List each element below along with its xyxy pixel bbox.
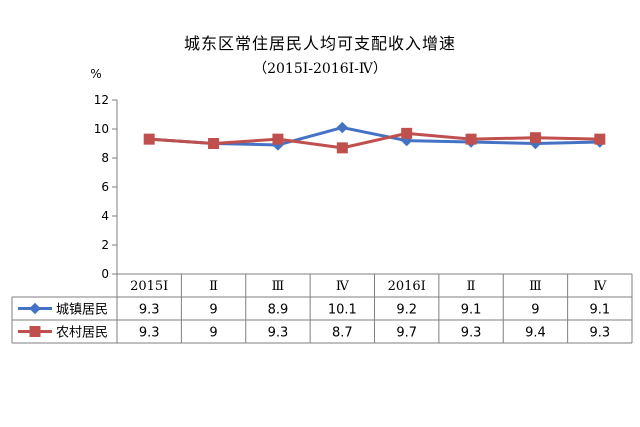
table-value: 9 xyxy=(209,326,217,341)
x-category-label: Ⅱ xyxy=(209,279,218,294)
table-value: 9.3 xyxy=(268,326,289,341)
table-value: 9.4 xyxy=(525,326,546,341)
data-point-2 xyxy=(594,133,606,145)
data-point-2 xyxy=(208,138,220,149)
data-point-2 xyxy=(465,133,477,145)
data-point-2 xyxy=(529,132,541,144)
table-value: 9 xyxy=(209,303,217,318)
table-value: 9.3 xyxy=(589,326,610,341)
y-tick-label: 8 xyxy=(101,151,109,165)
data-point-2 xyxy=(401,127,413,139)
legend-label-2: 农村居民 xyxy=(56,326,108,341)
x-category-label: Ⅳ xyxy=(336,279,350,294)
data-point-2 xyxy=(143,133,155,145)
y-tick-label: 12 xyxy=(94,93,109,107)
legend-marker-2 xyxy=(29,326,41,337)
x-category-label: 2016Ⅰ xyxy=(388,279,426,294)
x-category-label: Ⅳ xyxy=(593,279,607,294)
y-tick-label: 10 xyxy=(94,122,109,136)
x-category-label: 2015Ⅰ xyxy=(130,279,168,294)
x-category-label: Ⅱ xyxy=(467,279,476,294)
data-point-1 xyxy=(336,121,349,134)
x-category-label: Ⅲ xyxy=(272,279,285,294)
table-value: 9.2 xyxy=(396,303,417,318)
x-category-label: Ⅲ xyxy=(529,279,542,294)
y-tick-label: 4 xyxy=(101,209,109,223)
y-tick-label: 2 xyxy=(101,238,109,252)
table-value: 8.9 xyxy=(268,303,289,318)
table-value: 8.7 xyxy=(332,326,353,341)
table-value: 9.3 xyxy=(139,326,160,341)
y-tick-label: 0 xyxy=(101,267,109,281)
chart-subtitle: （2015Ⅰ-2016Ⅰ-Ⅳ） xyxy=(253,61,387,77)
chart-title: 城东区常住居民人均可支配收入增速 xyxy=(183,34,456,53)
table-value: 9.1 xyxy=(461,303,482,318)
y-axis-unit: % xyxy=(90,67,101,81)
data-point-2 xyxy=(336,142,348,154)
table-value: 9.3 xyxy=(461,326,482,341)
series-line-2 xyxy=(149,131,600,150)
legend-label-1: 城镇居民 xyxy=(56,303,108,318)
data-point-2 xyxy=(272,133,284,145)
table-value: 9.7 xyxy=(396,326,417,341)
y-tick-label: 6 xyxy=(101,180,109,194)
table-value: 9 xyxy=(531,303,539,318)
table-value: 9.1 xyxy=(589,303,610,318)
table-value: 9.3 xyxy=(139,303,160,318)
table-value: 10.1 xyxy=(328,303,357,318)
legend-marker-1 xyxy=(29,302,41,315)
